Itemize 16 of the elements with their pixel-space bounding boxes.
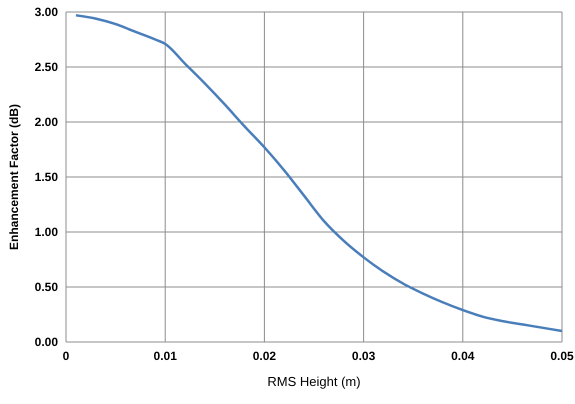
- x-tick-label: 0.05: [550, 349, 574, 363]
- x-tick-label: 0.04: [451, 349, 475, 363]
- y-tick-label: 2.00: [34, 115, 58, 129]
- x-tick-label: 0: [62, 349, 70, 363]
- y-tick-label: 0.00: [34, 335, 58, 349]
- y-axis-title: Enhancement Factor (dB): [7, 104, 21, 250]
- x-tick-label: 0.02: [252, 349, 276, 363]
- y-tick-label: 0.50: [34, 280, 58, 294]
- x-tick-label: 0.01: [154, 349, 178, 363]
- y-tick-label: 1.50: [34, 170, 58, 184]
- x-tick-label: 0.03: [352, 349, 376, 363]
- line-series: [74, 14, 564, 332]
- y-tick-label: 1.00: [34, 225, 58, 239]
- x-axis-title: RMS Height (m): [267, 374, 361, 389]
- y-tick-label: 2.50: [34, 60, 58, 74]
- y-tick-label: 3.00: [34, 5, 58, 19]
